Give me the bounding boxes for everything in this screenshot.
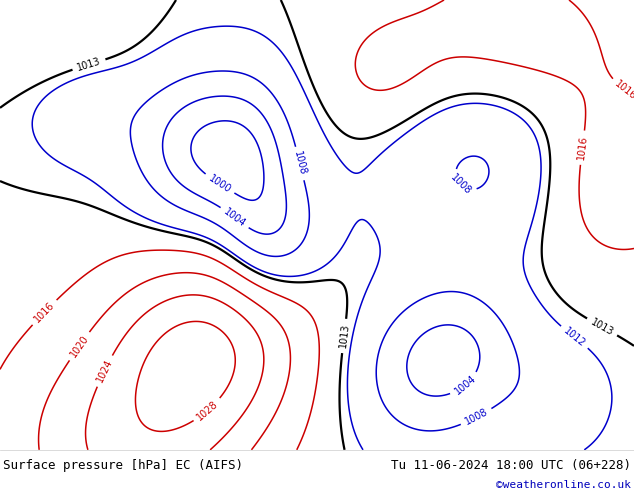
Text: 1024: 1024	[94, 358, 114, 384]
Text: 1004: 1004	[453, 373, 477, 397]
Text: 1004: 1004	[222, 206, 247, 229]
Text: 1013: 1013	[338, 323, 351, 349]
Text: 1008: 1008	[292, 150, 307, 176]
Text: 1012: 1012	[562, 325, 587, 349]
Text: 1016: 1016	[32, 300, 56, 324]
Text: 1028: 1028	[195, 398, 220, 422]
Text: Surface pressure [hPa] EC (AIFS): Surface pressure [hPa] EC (AIFS)	[3, 459, 243, 471]
Text: 1016: 1016	[576, 135, 589, 160]
Text: 1008: 1008	[463, 407, 489, 427]
Text: ©weatheronline.co.uk: ©weatheronline.co.uk	[496, 480, 631, 490]
Text: 1008: 1008	[448, 173, 473, 197]
Text: 1013: 1013	[75, 56, 102, 73]
Text: 1013: 1013	[589, 317, 615, 337]
Text: 1020: 1020	[68, 333, 91, 359]
Text: Tu 11-06-2024 18:00 UTC (06+228): Tu 11-06-2024 18:00 UTC (06+228)	[391, 459, 631, 471]
Text: 1016: 1016	[613, 79, 634, 102]
Text: 1000: 1000	[207, 173, 233, 195]
